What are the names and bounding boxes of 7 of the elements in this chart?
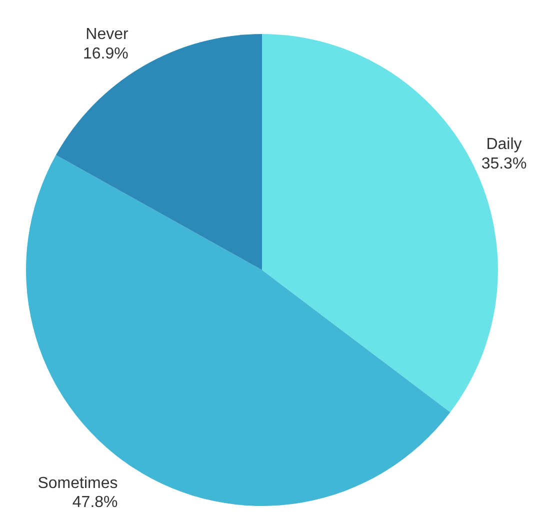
pie-slice — [26, 155, 450, 506]
data-label: 35.3% — [481, 155, 527, 172]
slice-label: Never — [86, 26, 129, 44]
slice-label: Sometimes — [38, 474, 118, 492]
slice-label: Daily — [486, 136, 522, 154]
data-label: 47.8% — [72, 494, 118, 512]
data-label: 16.9% — [82, 45, 128, 62]
